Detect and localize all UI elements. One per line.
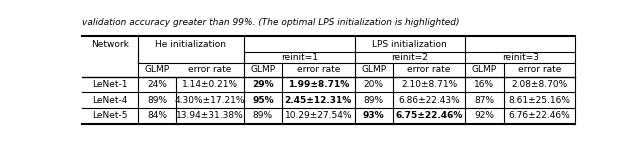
- Text: reinit=1: reinit=1: [281, 53, 317, 62]
- Text: error rate: error rate: [408, 65, 451, 74]
- Text: 6.86±22.43%: 6.86±22.43%: [398, 96, 460, 105]
- Text: 95%: 95%: [252, 96, 274, 105]
- Text: GLMP: GLMP: [145, 65, 170, 74]
- Text: Network: Network: [92, 40, 129, 49]
- Text: LeNet-1: LeNet-1: [92, 80, 128, 89]
- Text: GLMP: GLMP: [250, 65, 275, 74]
- Text: GLMP: GLMP: [361, 65, 387, 74]
- Text: He initialization: He initialization: [156, 40, 227, 49]
- Text: error rate: error rate: [518, 65, 561, 74]
- Text: 29%: 29%: [252, 80, 274, 89]
- Text: 24%: 24%: [147, 80, 167, 89]
- Text: error rate: error rate: [296, 65, 340, 74]
- Text: 6.75±22.46%: 6.75±22.46%: [396, 112, 463, 121]
- Text: 87%: 87%: [474, 96, 495, 105]
- Text: 20%: 20%: [364, 80, 384, 89]
- Text: 6.76±22.46%: 6.76±22.46%: [508, 112, 570, 121]
- Text: GLMP: GLMP: [472, 65, 497, 74]
- Text: 16%: 16%: [474, 80, 495, 89]
- Text: reinit=2: reinit=2: [392, 53, 428, 62]
- Text: 89%: 89%: [147, 96, 167, 105]
- Text: reinit=3: reinit=3: [502, 53, 539, 62]
- Text: 92%: 92%: [474, 112, 495, 121]
- Text: 8.61±25.16%: 8.61±25.16%: [508, 96, 570, 105]
- Text: 1.14±0.21%: 1.14±0.21%: [182, 80, 238, 89]
- Text: 93%: 93%: [363, 112, 385, 121]
- Text: 2.45±12.31%: 2.45±12.31%: [285, 96, 352, 105]
- Text: LeNet-5: LeNet-5: [92, 112, 128, 121]
- Text: 84%: 84%: [147, 112, 167, 121]
- Text: 89%: 89%: [364, 96, 384, 105]
- Text: error rate: error rate: [188, 65, 232, 74]
- Text: 10.29±27.54%: 10.29±27.54%: [285, 112, 352, 121]
- Text: 2.08±8.70%: 2.08±8.70%: [511, 80, 568, 89]
- Text: validation accuracy greater than 99%. (The optimal LPS initialization is highlig: validation accuracy greater than 99%. (T…: [83, 18, 460, 27]
- Text: 13.94±31.38%: 13.94±31.38%: [176, 112, 244, 121]
- Text: 89%: 89%: [253, 112, 273, 121]
- Text: 2.10±8.71%: 2.10±8.71%: [401, 80, 457, 89]
- Text: 1.99±8.71%: 1.99±8.71%: [287, 80, 349, 89]
- Text: LPS initialization: LPS initialization: [372, 40, 447, 49]
- Text: LeNet-4: LeNet-4: [93, 96, 128, 105]
- Text: 4.30%±17.21%: 4.30%±17.21%: [175, 96, 245, 105]
